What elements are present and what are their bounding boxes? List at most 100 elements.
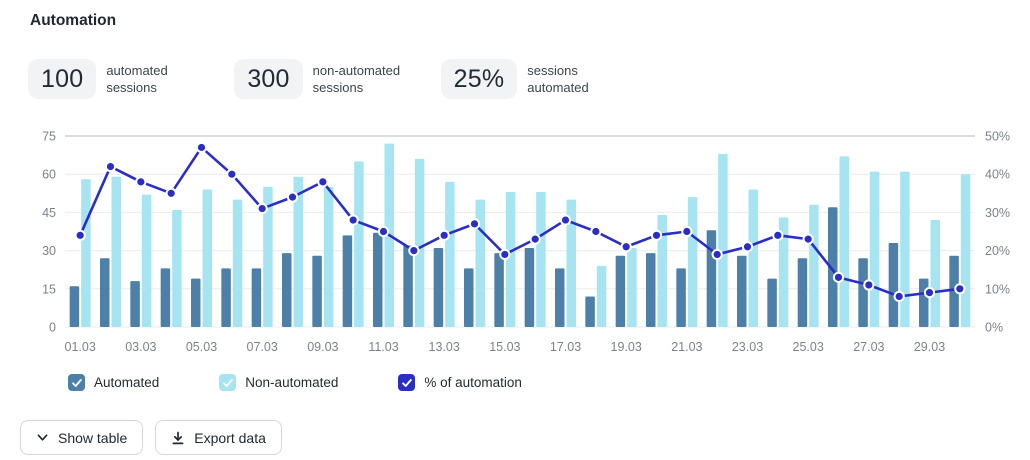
x-axis-tick: 11.03 (368, 340, 398, 354)
automation-line-point (135, 176, 147, 188)
automation-line-point (408, 245, 420, 257)
stat-automated-sessions: 100 automated sessions (28, 59, 211, 99)
automation-line-point (468, 218, 481, 230)
y-axis-tick-left: 0 (49, 321, 56, 335)
automation-line-point (681, 225, 693, 238)
x-axis-tick: 17.03 (550, 340, 581, 354)
automation-line-point (529, 233, 541, 245)
show-table-label: Show table (58, 429, 128, 446)
bar-automated (342, 235, 353, 327)
x-axis-tick: 19.03 (611, 340, 642, 354)
y-axis-tick-left: 75 (42, 130, 56, 144)
bar-automated (706, 230, 717, 327)
bar-automated (828, 207, 838, 327)
chart-legend: Automated Non-automated % of automation (68, 374, 522, 391)
check-icon (71, 378, 82, 387)
x-axis-tick: 23.03 (732, 340, 763, 354)
x-axis-tick: 13.03 (429, 340, 460, 354)
automation-line-point (377, 225, 390, 238)
stat-value: 300 (247, 64, 290, 93)
legend-item-automated[interactable]: Automated (68, 374, 159, 391)
legend-label: % of automation (424, 375, 522, 390)
automation-line-point (195, 141, 208, 154)
export-data-label: Export data (194, 429, 266, 446)
bar-non-automated (839, 156, 849, 327)
automation-chart: 0 0% 15 10% 30 20% 45 30% 60 40% 75 50% 01.03 03.03 05… (0, 125, 1030, 365)
bar-non-automated (809, 204, 819, 327)
bar-non-automated (718, 153, 728, 327)
checkbox-non-automated[interactable] (219, 374, 237, 391)
y-axis-tick-right: 50% (985, 130, 1010, 144)
legend-item-percent-automation[interactable]: % of automation (398, 374, 522, 391)
bar-automated (585, 296, 595, 327)
stat-value: 25% (453, 64, 505, 93)
automation-line-point (772, 229, 784, 241)
y-axis-tick-right: 20% (985, 244, 1010, 258)
bar-non-automated (505, 192, 516, 327)
bar-automated (373, 232, 383, 327)
automation-line-point (863, 279, 875, 291)
automation-line-point (165, 187, 177, 199)
checkbox-automated[interactable] (68, 374, 85, 391)
automation-line-point (711, 248, 723, 261)
bar-automated (130, 281, 140, 327)
bar-automated (433, 248, 444, 327)
bar-automated (767, 278, 777, 327)
bar-automated (251, 268, 262, 327)
bar-automated (646, 253, 656, 327)
automation-line-point (499, 248, 511, 261)
automation-line-point (893, 290, 905, 303)
bar-automated (797, 258, 808, 327)
checkbox-percent-automation[interactable] (398, 374, 416, 391)
y-axis-tick-right: 40% (985, 168, 1010, 182)
bar-non-automated (141, 194, 152, 327)
x-axis-tick: 03.03 (125, 340, 156, 354)
bar-automated (676, 268, 686, 327)
bar-automated (191, 278, 201, 327)
check-icon (402, 378, 412, 387)
legend-label: Non-automated (245, 375, 339, 390)
x-axis-tick: 15.03 (489, 340, 520, 354)
automation-line-point (438, 229, 450, 241)
bar-non-automated (566, 199, 576, 327)
bar-non-automated (687, 197, 698, 327)
bar-automated (888, 242, 899, 327)
stat-chip: 300 (234, 59, 303, 99)
stat-value: 100 (41, 64, 84, 93)
x-axis-tick: 29.03 (914, 340, 945, 354)
bar-automated (737, 255, 747, 327)
bar-non-automated (900, 171, 910, 327)
bar-automated (949, 255, 959, 327)
x-axis-tick: 27.03 (853, 340, 884, 354)
bar-automated (858, 258, 868, 327)
bar-non-automated (869, 171, 880, 327)
page-title: Automation (30, 12, 117, 29)
show-table-button[interactable]: Show table (20, 420, 144, 455)
y-axis-tick-right: 30% (985, 206, 1010, 220)
bar-automated (312, 255, 322, 327)
y-axis-tick-right: 10% (985, 282, 1010, 296)
automation-line-point (741, 241, 754, 253)
automation-line-point (74, 229, 86, 241)
bar-automated (100, 258, 110, 327)
bar-non-automated (930, 220, 940, 327)
legend-item-non-automated[interactable]: Non-automated (219, 374, 338, 391)
automation-line-point (104, 160, 117, 173)
y-axis-tick-left: 30 (42, 244, 56, 258)
bar-non-automated (596, 265, 607, 327)
stat-non-automated-sessions: 300 non-automated sessions (234, 59, 417, 99)
export-data-button[interactable]: Export data (155, 420, 282, 455)
stat-chip: 100 (28, 59, 97, 99)
chevron-down-icon (37, 434, 48, 441)
automation-line-point (347, 214, 359, 226)
automation-line-point (590, 225, 602, 238)
bar-automated (919, 278, 929, 327)
bar-non-automated (414, 158, 425, 327)
automation-line (78, 146, 962, 298)
bar-automated (615, 255, 626, 327)
automation-line-point (832, 271, 845, 283)
x-axis-tick: 25.03 (793, 340, 824, 354)
stats-row: 100 automated sessions 300 non-automated… (28, 59, 632, 99)
x-axis-tick: 07.03 (247, 340, 278, 354)
